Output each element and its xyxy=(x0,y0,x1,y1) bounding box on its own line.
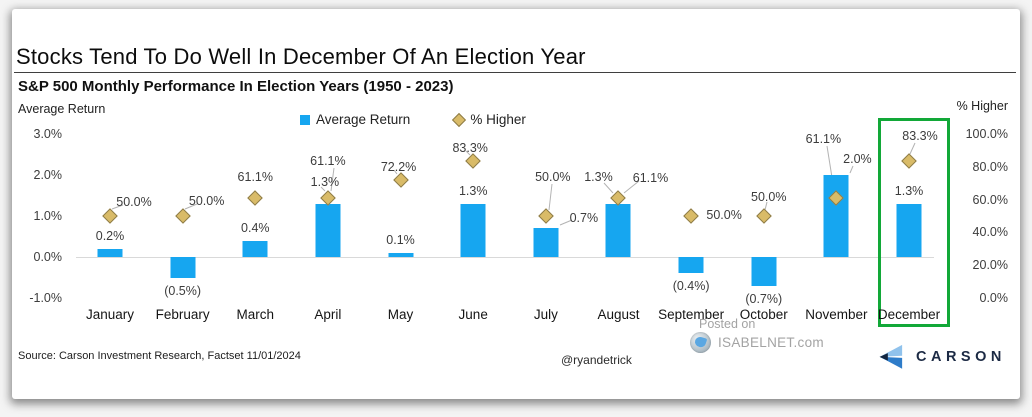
month-label-november: November xyxy=(805,307,868,322)
bar-value-label: 0.1% xyxy=(386,232,415,247)
pct-higher-marker-may xyxy=(392,171,409,188)
pct-higher-marker-march xyxy=(247,190,264,206)
bar-may xyxy=(388,252,414,257)
left-axis-tick: 0.0% xyxy=(33,250,63,264)
pct-higher-label: 50.0% xyxy=(116,195,152,209)
bar-value-label: 0.4% xyxy=(241,220,270,235)
bar-value-label: (0.4%) xyxy=(672,279,710,294)
month-label-july: July xyxy=(533,307,558,322)
twitter-handle: @ryandetrick xyxy=(561,353,632,367)
legend-square-swatch xyxy=(300,114,310,125)
legend: Average Return % Higher xyxy=(300,112,526,127)
bar-march xyxy=(242,240,268,257)
carson-wordmark: CARSON xyxy=(916,349,1006,365)
zero-gridline xyxy=(76,257,934,258)
carson-chevron-icon xyxy=(879,344,903,369)
pct-higher-label: 83.3% xyxy=(902,129,938,143)
title-divider xyxy=(14,72,1016,73)
legend-diamond-swatch xyxy=(452,112,467,127)
right-axis-tick: 20.0% xyxy=(972,258,1008,273)
watermark-row: ISABELNET.com xyxy=(690,332,824,353)
bar-value-label: (0.5%) xyxy=(164,283,202,298)
bar-value-label: 1.3% xyxy=(458,183,488,198)
month-label-april: April xyxy=(314,307,342,322)
bar-value-label: 0.7% xyxy=(569,211,599,225)
bar-february xyxy=(170,257,196,278)
right-axis-tick: 40.0% xyxy=(972,225,1008,240)
month-label-march: March xyxy=(236,307,275,322)
left-axis-tick: -1.0% xyxy=(29,291,62,305)
month-label-december: December xyxy=(877,307,941,322)
month-label-october: October xyxy=(739,307,788,322)
pct-higher-label: 61.1% xyxy=(237,170,273,184)
pct-higher-label: 50.0% xyxy=(535,170,571,184)
month-label-september: September xyxy=(658,307,725,322)
month-label-january: January xyxy=(85,307,135,322)
right-axis-tick: 100.0% xyxy=(965,127,1008,141)
pct-higher-marker-january xyxy=(102,208,118,224)
legend-label: % Higher xyxy=(470,112,526,127)
pct-higher-marker-september xyxy=(683,208,699,224)
bar-value-label: 2.0% xyxy=(843,152,872,166)
right-axis-tick: 60.0% xyxy=(972,192,1008,207)
bar-november xyxy=(823,175,849,257)
left-axis-tick: 3.0% xyxy=(33,127,63,141)
right-axis-tick: 80.0% xyxy=(972,159,1008,174)
month-label-may: May xyxy=(387,307,414,322)
watermark-isabelnet: ISABELNET.com xyxy=(718,335,824,350)
left-axis-title: Average Return xyxy=(18,102,106,116)
bar-july xyxy=(533,228,559,257)
bar-value-label: 1.3% xyxy=(584,170,613,184)
month-label-august: August xyxy=(597,307,640,322)
pct-higher-marker-june xyxy=(465,153,481,170)
pct-higher-marker-february xyxy=(174,208,191,224)
chart-title: Stocks Tend To Do Well In December Of An… xyxy=(16,44,586,69)
pct-higher-label: 50.0% xyxy=(751,190,787,204)
pct-higher-label: 61.1% xyxy=(310,154,346,168)
bar-value-label: 1.3% xyxy=(310,175,340,189)
month-label-june: June xyxy=(458,307,488,322)
legend-item-average-return: Average Return xyxy=(300,112,410,127)
pct-higher-marker-october xyxy=(755,208,772,224)
chart-subtitle: S&P 500 Monthly Performance In Election … xyxy=(18,78,454,95)
legend-item-pct-higher: % Higher xyxy=(452,112,526,127)
left-axis-tick: 2.0% xyxy=(33,168,63,182)
bar-august xyxy=(605,203,631,257)
bar-value-label: 1.3% xyxy=(894,183,924,198)
pct-higher-label: 61.1% xyxy=(632,171,669,185)
bar-october xyxy=(751,257,777,286)
bar-april xyxy=(315,203,341,257)
right-axis-title: % Higher xyxy=(956,99,1008,113)
right-axis-tick: 0.0% xyxy=(979,291,1009,305)
december-highlight-box xyxy=(878,118,951,327)
pct-higher-label: 50.0% xyxy=(706,208,742,222)
left-axis-tick: 1.0% xyxy=(33,209,63,223)
legend-label: Average Return xyxy=(316,112,411,127)
watermark-posted-on: Posted on xyxy=(699,317,756,331)
bar-value-label: 0.2% xyxy=(95,228,125,243)
pct-higher-label: 61.1% xyxy=(805,132,842,146)
isabelnet-logo-icon xyxy=(690,332,711,353)
pct-higher-marker-july xyxy=(538,208,554,224)
pct-higher-label: 50.0% xyxy=(188,194,225,208)
chart-card xyxy=(12,9,1020,399)
pct-higher-label: 83.3% xyxy=(452,141,488,155)
bar-june xyxy=(460,203,486,257)
bar-value-label: (0.7%) xyxy=(745,291,783,306)
bar-september xyxy=(678,257,704,274)
bar-january xyxy=(97,248,123,257)
pct-higher-label: 72.2% xyxy=(380,160,417,174)
month-label-february: February xyxy=(155,307,210,322)
source-note: Source: Carson Investment Research, Fact… xyxy=(18,350,301,362)
carson-logo: CARSON xyxy=(877,344,1006,370)
bar-december xyxy=(896,203,922,257)
